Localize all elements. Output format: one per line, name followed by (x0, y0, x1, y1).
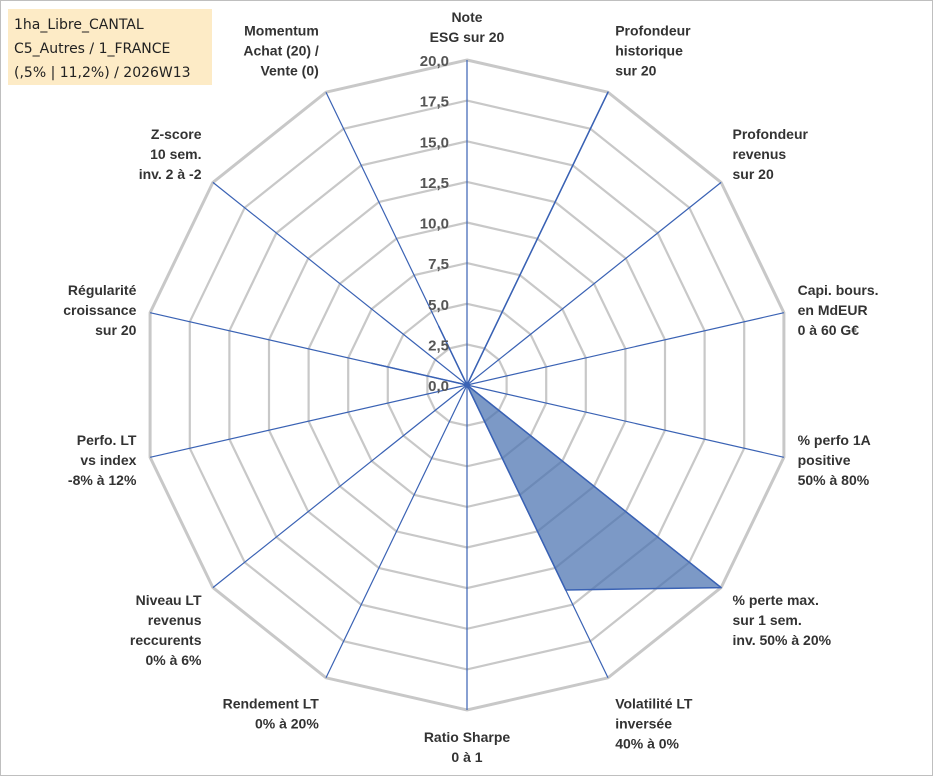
axis-label: positive (798, 452, 851, 468)
info-line-2: C5_Autres / 1_FRANCE (14, 41, 171, 57)
axis-label: Volatilité LT (615, 696, 693, 712)
axis-label: Niveau LT (136, 592, 202, 608)
axis-label: Momentum (244, 22, 319, 38)
axis-label: croissance (63, 302, 136, 318)
axis-label: en MdEUR (798, 302, 868, 318)
axis-label: Régularité (68, 282, 137, 298)
axis-label: historique (615, 42, 683, 58)
axis-spoke (325, 384, 468, 679)
axis-label: inversée (615, 716, 672, 732)
axis-spoke (466, 312, 785, 386)
axis-label: 10 sem. (150, 146, 201, 162)
radial-tick-label: 7,5 (428, 256, 449, 273)
axis-label: 0% à 20% (255, 716, 319, 732)
axis-spoke (149, 384, 468, 458)
axis-label: 40% à 0% (615, 736, 679, 752)
radial-tick-label: 20,0 (420, 53, 449, 70)
axis-label: 0 à 60 G€ (798, 322, 860, 338)
axis-label: sur 1 sem. (733, 612, 802, 628)
axis-label: Z-score (151, 126, 202, 142)
axis-label: 0% à 6% (145, 652, 202, 668)
axis-label: reccurents (130, 632, 202, 648)
radial-tick-label: 12,5 (420, 175, 449, 192)
axis-label: revenus (148, 612, 202, 628)
info-line-1: 1ha_Libre_CANTAL (14, 17, 144, 33)
radial-tick-label: 2,5 (428, 337, 449, 354)
axis-label: Capi. bours. (798, 282, 879, 298)
radial-tick-label: 17,5 (420, 94, 449, 111)
series-area (371, 91, 722, 591)
axis-label: 50% à 80% (798, 472, 870, 488)
axis-label: Perfo. LT (77, 432, 137, 448)
info-box: 1ha_Libre_CANTAL C5_Autres / 1_FRANCE (,… (8, 9, 212, 85)
axis-label: Profondeur (733, 126, 809, 142)
axis-label: sur 20 (615, 62, 656, 78)
label-layer: Note ESG sur 20 Profondeur historique sur 20… (63, 9, 878, 765)
axis-label: Ratio Sharpe (424, 729, 511, 745)
axis-label: sur 20 (95, 322, 136, 338)
axis-label: Vente (0) (260, 62, 318, 78)
info-line-3: (,5% | 11,2%) / 2026W13 (14, 65, 191, 81)
axis-label: % perte max. (733, 592, 819, 608)
axis-spoke (466, 384, 785, 458)
axis-label: Note (451, 9, 482, 25)
axis-spoke (212, 384, 468, 589)
axis-label: 0 à 1 (451, 749, 482, 765)
axis-label: sur 20 (733, 166, 774, 182)
radial-tick-label: 0,0 (428, 378, 449, 395)
axis-label: inv. 2 à -2 (139, 166, 202, 182)
axis-label: Achat (20) / (243, 42, 319, 58)
radial-tick-label: 15,0 (420, 134, 449, 151)
axis-label: revenus (733, 146, 787, 162)
radial-tick-label: 10,0 (420, 216, 449, 233)
axis-label: inv. 50% à 20% (733, 632, 832, 648)
axis-label: -8% à 12% (68, 472, 137, 488)
axis-label: vs index (80, 452, 136, 468)
axis-spoke (466, 181, 722, 386)
radial-tick-label: 5,0 (428, 297, 449, 314)
tick-layer: 0,0 2,5 5,0 7,5 10,0 12,5 15,0 17,5 20,0 (420, 53, 449, 395)
axis-label: Profondeur (615, 22, 691, 38)
axis-label: Rendement LT (223, 696, 320, 712)
axis-spoke (212, 181, 468, 386)
axis-label: ESG sur 20 (430, 29, 505, 45)
series-layer (371, 91, 722, 591)
axis-label: % perfo 1A (798, 432, 871, 448)
